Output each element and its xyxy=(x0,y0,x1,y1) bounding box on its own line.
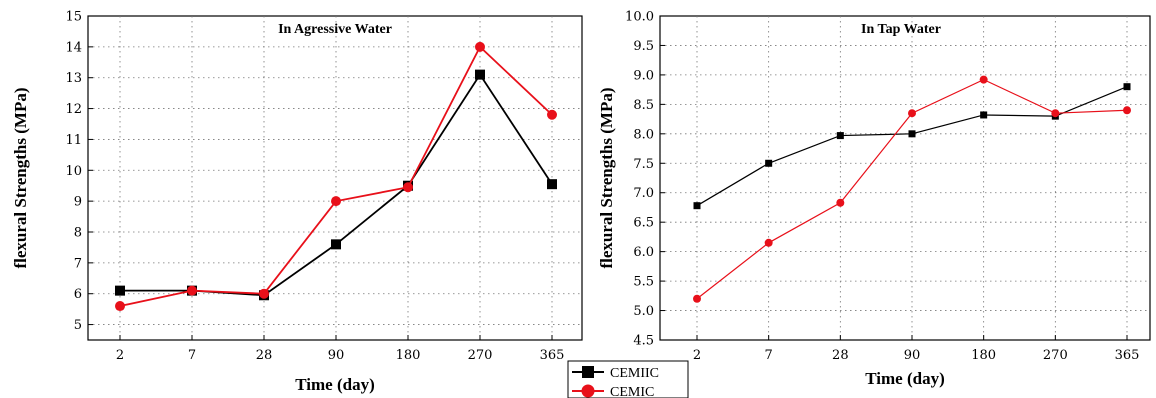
y-tick-label: 11 xyxy=(65,133,82,148)
series-group xyxy=(693,75,1131,303)
y-tick-label: 7.0 xyxy=(633,186,654,201)
x-tick-label: 270 xyxy=(1043,348,1068,363)
y-axis-label: flexural Strengths (MPa) xyxy=(597,88,616,269)
x-tick-label: 365 xyxy=(1115,348,1140,363)
y-tick-label: 5.0 xyxy=(633,304,654,319)
data-point-cemic xyxy=(908,109,916,118)
legend-item-cemic: CEMIC xyxy=(572,384,654,398)
data-point-cemic xyxy=(475,41,485,52)
x-tick-label: 365 xyxy=(540,348,565,363)
data-point-cemiic xyxy=(475,69,485,80)
data-point-cemiic xyxy=(980,111,988,119)
y-tick-label: 5 xyxy=(74,318,82,333)
data-point-cemiic xyxy=(836,132,844,140)
y-tick-label: 4.5 xyxy=(633,334,654,349)
y-tick-label: 15 xyxy=(65,10,82,25)
y-tick-label: 7 xyxy=(74,256,82,271)
y-tick-label: 9.0 xyxy=(633,68,654,83)
data-point-cemic xyxy=(979,75,988,84)
data-point-cemic xyxy=(1123,106,1131,115)
x-axis-ticks: 2 7 28 90 180 270 365 xyxy=(116,335,565,363)
y-tick-label: 9 xyxy=(74,195,82,210)
x-tick-label: 7 xyxy=(765,348,773,363)
data-point-cemiic xyxy=(1123,83,1131,91)
data-point-cemic xyxy=(836,198,845,207)
y-tick-label: 6.0 xyxy=(633,245,654,260)
data-point-cemiic xyxy=(547,179,557,190)
chart-title: In Tap Water xyxy=(861,22,941,37)
data-point-cemic xyxy=(259,288,269,299)
data-point-cemic xyxy=(547,109,557,120)
data-point-cemiic xyxy=(331,239,341,250)
legend: CEMIIC CEMIC xyxy=(567,360,689,398)
data-point-cemiic xyxy=(693,202,701,210)
x-axis-label: Time (day) xyxy=(295,375,375,394)
x-tick-label: 90 xyxy=(904,348,921,363)
data-point-cemic xyxy=(403,182,413,193)
data-point-cemiic xyxy=(115,285,125,296)
x-tick-label: 2 xyxy=(116,348,124,363)
x-tick-label: 2 xyxy=(693,348,701,363)
y-axis-ticks: 4.5 5.0 5.5 6.0 6.5 7.0 7.5 8.0 8.5 9.0 9.5 10.0 xyxy=(625,10,665,349)
y-tick-label: 12 xyxy=(65,102,82,117)
x-axis-ticks: 2 7 28 90 180 270 365 xyxy=(693,335,1140,363)
legend-label: CEMIIC xyxy=(610,366,659,381)
data-point-cemic xyxy=(331,196,341,207)
data-point-cemic xyxy=(115,301,125,312)
legend-item-cemiic: CEMIIC xyxy=(572,366,659,381)
series-group xyxy=(115,41,557,312)
y-tick-label: 6.5 xyxy=(633,216,654,231)
y-axis-ticks: 5 6 7 8 9 10 11 12 13 14 15 xyxy=(65,10,93,333)
x-tick-label: 28 xyxy=(832,348,849,363)
y-tick-label: 8.0 xyxy=(633,127,654,142)
y-tick-label: 14 xyxy=(65,40,82,55)
x-tick-label: 90 xyxy=(328,348,345,363)
data-point-cemic xyxy=(1051,109,1060,118)
y-tick-label: 6 xyxy=(74,287,82,302)
legend-label: CEMIC xyxy=(610,385,654,398)
y-tick-label: 8 xyxy=(74,226,82,241)
y-tick-label: 5.5 xyxy=(633,275,654,290)
y-axis-label: flexural Strengths (MPa) xyxy=(11,88,30,269)
y-tick-label: 13 xyxy=(65,71,82,86)
chart-aggressive-water: 5 6 7 8 9 10 11 12 13 14 15 2 7 28 90 180 270 365 In Agr… xyxy=(11,10,583,394)
data-point-cemic xyxy=(693,294,701,303)
x-tick-label: 28 xyxy=(256,348,273,363)
x-tick-label: 180 xyxy=(971,348,996,363)
plot-frame xyxy=(87,15,583,341)
y-tick-label: 10 xyxy=(65,164,82,179)
x-tick-label: 180 xyxy=(396,348,421,363)
data-point-cemiic xyxy=(765,159,773,167)
plot-frame xyxy=(659,15,1151,341)
data-point-cemiic xyxy=(908,130,916,138)
y-tick-label: 9.5 xyxy=(633,39,654,54)
chart-title: In Agressive Water xyxy=(278,22,392,37)
y-tick-label: 10.0 xyxy=(625,10,654,25)
data-point-cemic xyxy=(187,285,197,296)
y-tick-label: 8.5 xyxy=(633,98,654,113)
y-tick-label: 7.5 xyxy=(633,157,654,172)
gridlines xyxy=(660,16,1150,340)
x-tick-label: 270 xyxy=(468,348,493,363)
x-axis-label: Time (day) xyxy=(865,369,945,388)
data-point-cemic xyxy=(764,238,773,247)
x-tick-label: 7 xyxy=(188,348,196,363)
